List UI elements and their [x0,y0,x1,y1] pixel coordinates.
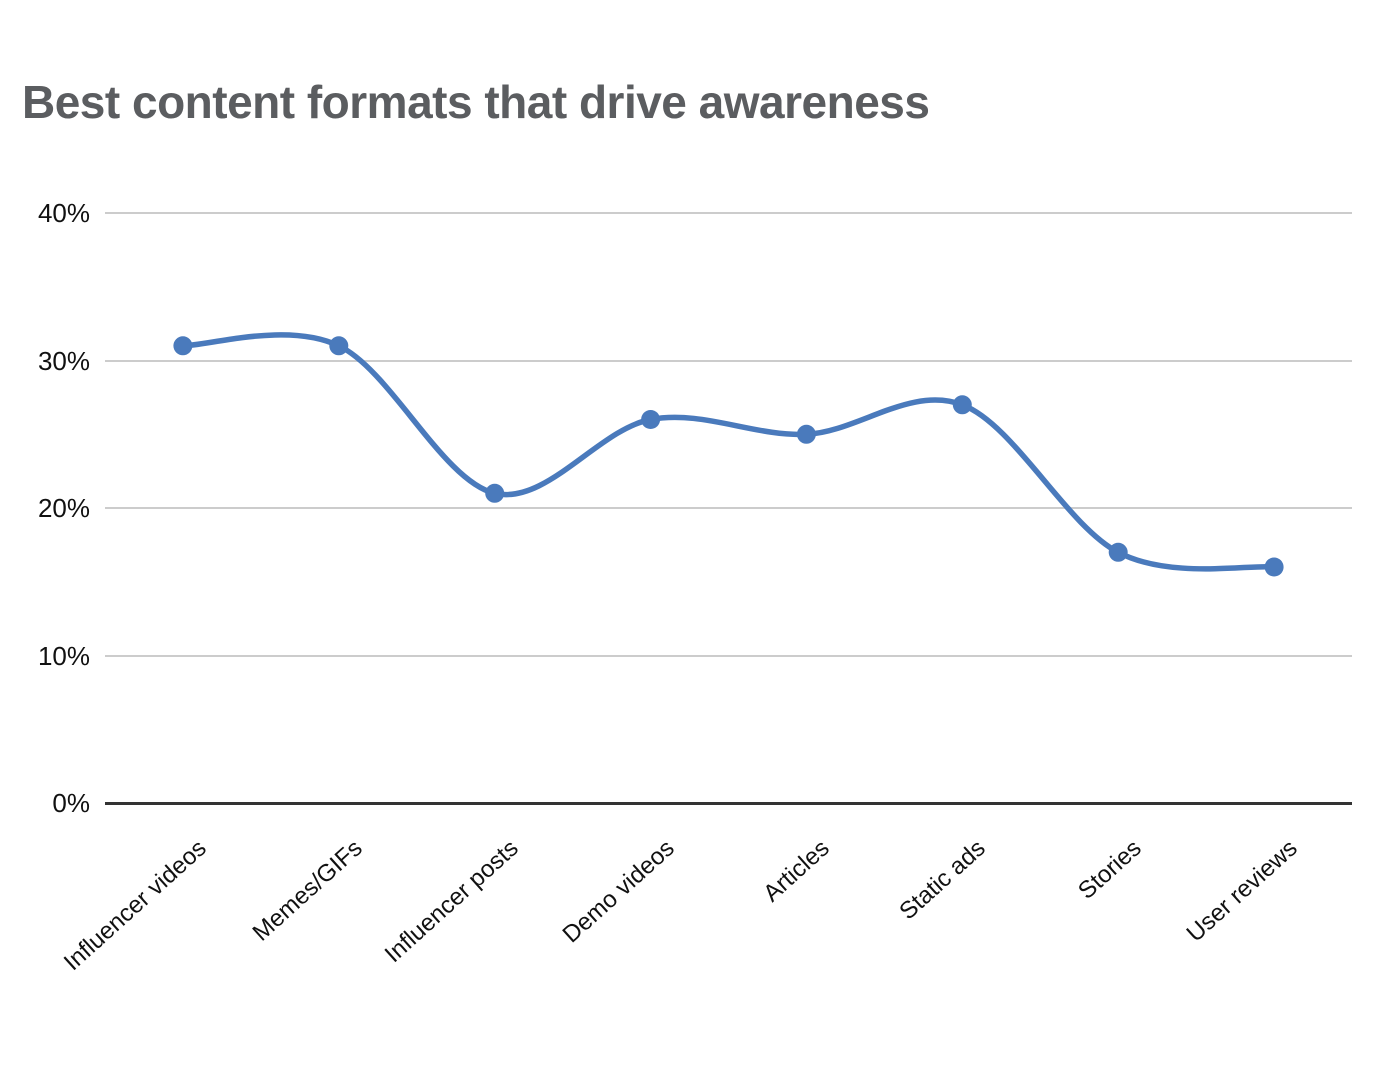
series-line [180,332,1277,572]
data-point [485,483,505,503]
y-axis-tick-label: 20% [37,493,90,523]
data-point [1108,542,1128,562]
data-point [641,410,661,429]
data-point [952,395,972,415]
gridline [105,507,1352,509]
y-axis-tick-label: 30% [37,345,90,376]
y-axis-tick-label: 0% [52,788,90,818]
gridline [105,654,1352,657]
data-point [1264,557,1284,577]
y-axis-tick-label: 10% [37,640,90,671]
y-axis-tick-label: 40% [37,198,90,228]
gridline [105,359,1352,362]
x-axis-line [105,801,1352,805]
gridline [105,212,1352,214]
data-point [796,424,816,444]
chart-title: Best content formats that drive awarenes… [22,76,930,128]
data-point [173,336,193,356]
data-point [329,336,349,356]
